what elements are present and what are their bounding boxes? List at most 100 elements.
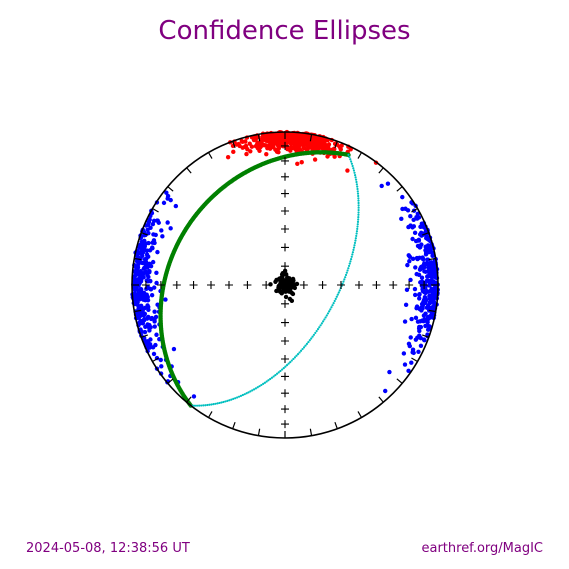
data-point bbox=[152, 324, 157, 329]
credit-link[interactable]: earthref.org/MagIC bbox=[421, 541, 543, 556]
data-point bbox=[433, 294, 438, 299]
data-point bbox=[354, 178, 358, 181]
data-point bbox=[301, 347, 304, 351]
data-point bbox=[208, 403, 211, 406]
data-point bbox=[311, 335, 314, 338]
data-point bbox=[349, 158, 352, 161]
cross-tick bbox=[318, 281, 327, 289]
data-point bbox=[149, 292, 155, 298]
data-point bbox=[415, 211, 421, 216]
data-point bbox=[322, 320, 325, 323]
data-point bbox=[430, 304, 436, 310]
data-point bbox=[241, 393, 244, 397]
data-point bbox=[333, 299, 336, 303]
data-point bbox=[328, 310, 331, 313]
rim-tick bbox=[152, 357, 159, 363]
rim-tick bbox=[134, 257, 142, 261]
data-point bbox=[352, 246, 356, 249]
data-point bbox=[357, 194, 360, 198]
data-point bbox=[282, 367, 285, 370]
data-point bbox=[351, 253, 354, 256]
data-point bbox=[138, 312, 144, 318]
data-point bbox=[231, 149, 236, 155]
data-point bbox=[214, 402, 217, 405]
data-point bbox=[252, 388, 256, 391]
data-point bbox=[151, 351, 157, 357]
data-point bbox=[347, 153, 350, 156]
rim-tick bbox=[207, 411, 213, 418]
rim-tick bbox=[334, 421, 338, 429]
data-point bbox=[416, 349, 421, 354]
timestamp-label: 2024-05-08, 12:38:56 UT bbox=[26, 541, 190, 556]
data-point bbox=[249, 144, 255, 149]
data-point bbox=[411, 217, 416, 222]
data-point bbox=[146, 307, 151, 313]
data-point bbox=[428, 265, 434, 270]
data-point bbox=[148, 316, 154, 322]
data-point bbox=[154, 332, 159, 337]
data-point bbox=[142, 329, 148, 335]
data-point bbox=[272, 141, 277, 146]
data-point bbox=[315, 329, 318, 333]
data-point bbox=[348, 262, 351, 265]
data-point bbox=[423, 323, 428, 329]
data-point bbox=[357, 211, 360, 214]
data-point bbox=[158, 357, 163, 363]
data-point bbox=[295, 161, 300, 166]
data-point bbox=[357, 206, 360, 209]
data-point bbox=[152, 240, 157, 246]
data-point bbox=[148, 286, 153, 292]
rim-tick bbox=[186, 396, 192, 403]
cross-tick bbox=[207, 281, 215, 289]
data-point bbox=[287, 362, 290, 365]
data-point bbox=[335, 295, 338, 298]
rim-tick bbox=[378, 167, 384, 174]
data-point bbox=[242, 144, 247, 150]
data-point bbox=[383, 388, 388, 394]
data-point bbox=[310, 337, 313, 340]
data-point bbox=[263, 381, 267, 384]
data-point bbox=[318, 326, 321, 329]
series-1 bbox=[379, 181, 440, 394]
data-point bbox=[154, 280, 159, 286]
data-point bbox=[338, 147, 343, 152]
data-point bbox=[342, 280, 345, 283]
data-point bbox=[408, 335, 413, 340]
data-point bbox=[155, 249, 160, 255]
data-point bbox=[427, 315, 433, 320]
data-point bbox=[153, 342, 158, 348]
data-point bbox=[357, 199, 360, 202]
cross-tick bbox=[189, 281, 198, 289]
series-4 bbox=[189, 153, 360, 407]
data-point bbox=[139, 306, 145, 311]
data-point bbox=[319, 324, 322, 327]
center-cross bbox=[141, 141, 429, 429]
data-point bbox=[202, 404, 205, 407]
data-point bbox=[355, 230, 359, 233]
data-point bbox=[267, 379, 270, 382]
rim-tick bbox=[207, 152, 213, 159]
rim-tick bbox=[411, 207, 418, 213]
data-point bbox=[423, 298, 429, 303]
data-point bbox=[399, 216, 404, 222]
data-point bbox=[265, 145, 270, 151]
series-2 bbox=[130, 190, 197, 399]
data-point bbox=[232, 397, 235, 401]
cross-tick bbox=[281, 225, 289, 233]
data-point bbox=[279, 369, 282, 373]
data-point bbox=[152, 285, 157, 290]
data-point bbox=[256, 146, 262, 152]
data-point bbox=[168, 226, 173, 231]
data-point bbox=[345, 168, 350, 173]
data-point bbox=[244, 151, 249, 157]
data-point bbox=[318, 138, 323, 143]
data-point bbox=[349, 260, 352, 263]
data-point bbox=[424, 261, 430, 267]
rim-ticks bbox=[132, 132, 438, 438]
data-point bbox=[428, 274, 433, 279]
data-point bbox=[276, 143, 281, 148]
data-point bbox=[354, 176, 357, 179]
data-point bbox=[331, 304, 334, 307]
cross-tick bbox=[281, 420, 289, 429]
data-point bbox=[356, 187, 359, 191]
